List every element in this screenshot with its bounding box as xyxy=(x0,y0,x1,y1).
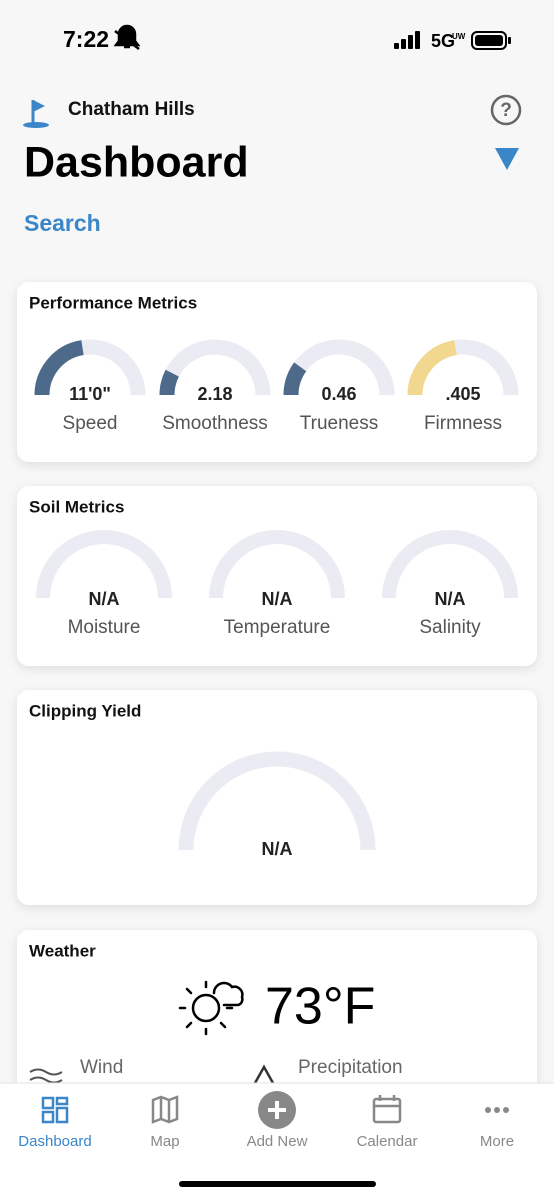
gauge-track xyxy=(178,751,376,851)
gauge-label: Trueness xyxy=(300,413,379,434)
gauge: N/A Salinity xyxy=(382,530,518,638)
gauge-label: Moisture xyxy=(68,617,141,638)
icon-shape xyxy=(151,1095,179,1124)
card-title: Soil Metrics xyxy=(29,497,124,516)
icon-shape xyxy=(494,1107,500,1113)
gauge: .405 Firmness xyxy=(407,339,519,434)
network-badge: UW xyxy=(452,32,466,41)
card-background xyxy=(17,690,537,905)
battery-icon xyxy=(471,31,511,50)
metric-card: Clipping Yield N/A xyxy=(17,690,537,905)
tab-label: Map xyxy=(150,1133,179,1150)
tab-icon xyxy=(485,1107,509,1113)
gauge-track xyxy=(209,530,345,599)
gauge-value: N/A xyxy=(435,589,466,609)
tab[interactable]: Calendar xyxy=(357,1095,418,1150)
icon-shape xyxy=(41,1110,55,1124)
tab-label: Add New xyxy=(247,1133,308,1150)
precip-label: Precipitation xyxy=(298,1057,403,1078)
gauge-value: N/A xyxy=(89,589,120,609)
tab[interactable]: Map xyxy=(150,1095,180,1150)
weather-icon xyxy=(178,980,244,1036)
icon-shape xyxy=(55,1106,69,1124)
tab-label: More xyxy=(480,1133,514,1150)
time: 7:22 xyxy=(63,26,109,52)
gauge: 2.18 Smoothness xyxy=(159,339,271,434)
tab-icon xyxy=(41,1096,69,1124)
gauge: N/A Moisture xyxy=(36,530,172,638)
tab-label: Dashboard xyxy=(18,1133,91,1150)
gauge-value: 11'0" xyxy=(69,384,111,404)
tab[interactable]: Dashboard xyxy=(18,1096,92,1150)
gauge: N/A Temperature xyxy=(209,530,345,638)
signal-icon xyxy=(394,31,420,49)
card-background xyxy=(17,486,537,666)
tab-icon xyxy=(372,1095,402,1124)
wind-icon xyxy=(29,1068,63,1083)
help-button[interactable]: ? xyxy=(490,94,522,126)
gauge-value: 0.46 xyxy=(321,384,356,404)
tab[interactable]: More xyxy=(480,1107,514,1150)
filter-dropdown[interactable] xyxy=(495,148,519,170)
gauge-fill xyxy=(407,340,458,396)
mute-icon xyxy=(113,24,141,50)
icon-shape xyxy=(372,1097,402,1124)
gauge-value: N/A xyxy=(262,589,293,609)
icon-shape xyxy=(55,1096,69,1106)
card-title: Weather xyxy=(29,941,96,960)
tab[interactable]: Add New xyxy=(247,1091,308,1150)
svg-text:?: ? xyxy=(500,100,512,121)
flag-icon xyxy=(23,100,49,128)
tab-icon xyxy=(151,1095,179,1124)
gauge-label: Speed xyxy=(63,413,118,434)
wind-label: Wind xyxy=(80,1057,123,1078)
gauge-value: N/A xyxy=(262,839,293,859)
metric-card: Performance Metrics 11'0" Speed 2.18 Smoothn… xyxy=(17,282,537,462)
page-title: Dashboard xyxy=(24,138,249,186)
tab-label: Calendar xyxy=(357,1133,418,1150)
icon-shape xyxy=(503,1107,509,1113)
network: 5G xyxy=(431,31,455,51)
gauge-track xyxy=(36,530,172,599)
gauge-fill xyxy=(159,369,180,396)
course-name: Chatham Hills xyxy=(68,99,195,120)
gauge-label: Smoothness xyxy=(162,413,268,434)
gauge-fill xyxy=(283,362,307,396)
gauge-label: Temperature xyxy=(224,617,331,638)
gauge: N/A xyxy=(178,751,376,859)
card-title: Performance Metrics xyxy=(29,293,197,312)
gauge: 0.46 Trueness xyxy=(283,339,395,434)
icon-shape xyxy=(374,1095,400,1108)
gauge-fill xyxy=(34,340,85,396)
tab-icon xyxy=(258,1091,296,1129)
gauge: 11'0" Speed xyxy=(34,339,146,434)
icon-shape xyxy=(41,1096,55,1110)
gauge-value: .405 xyxy=(445,384,480,404)
home-indicator xyxy=(179,1181,376,1187)
gauge-track xyxy=(382,530,518,599)
gauge-label: Salinity xyxy=(419,617,481,638)
temperature: 73°F xyxy=(265,978,375,1036)
search-link[interactable]: Search xyxy=(24,210,101,236)
card-background xyxy=(17,282,537,462)
icon-shape xyxy=(268,1101,286,1119)
gauge-value: 2.18 xyxy=(197,384,232,404)
weather-card: Weather 73°F Wind Precipitation xyxy=(17,930,537,1083)
metric-card: Soil MetricsN/AMoistureN/ATemperatureN/A… xyxy=(17,486,537,666)
icon-shape xyxy=(485,1107,491,1113)
precip-icon xyxy=(253,1064,275,1083)
card-title: Clipping Yield xyxy=(29,701,141,720)
gauge-label: Firmness xyxy=(424,413,502,434)
